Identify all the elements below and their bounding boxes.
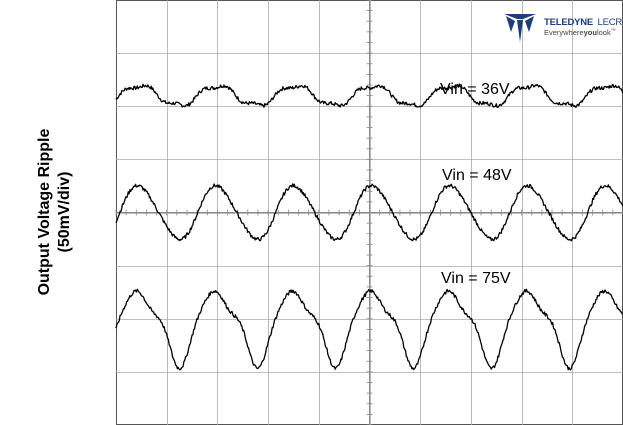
trace-48v [115,183,623,242]
traces [115,83,623,371]
logo-tagline-part3: look [597,28,611,37]
logo-tagline-part1: Everywhere [544,28,584,37]
logo-tagline-part2: you [584,28,598,37]
teledyne-logo-icon [504,14,536,42]
trace-36v [115,83,623,109]
logo-tagline-mark: ™ [611,28,616,34]
plot-grid [115,0,623,425]
trace-75v [115,288,623,371]
trace-label-36v-text: Vin = 36V [440,81,510,98]
trace-label-75v: Vin = 75V [441,270,511,287]
teledyne-lecroy-logo: TELEDYNE LECROY Everywhereyoulook™ [504,14,623,42]
trace-label-75v-text: Vin = 75V [441,270,511,287]
trace-label-36v: Vin = 36V [440,81,510,98]
logo-brand-part1: TELEDYNE [544,17,593,28]
logo-brand-part2: LECROY [598,17,623,28]
svg-text:Everywhereyoulook™: Everywhereyoulook™ [544,28,616,37]
trace-label-48v: Vin = 48V [442,167,512,184]
trace-label-48v-text: Vin = 48V [442,167,512,184]
svg-text:TELEDYNE LECROY: TELEDYNE LECROY [544,17,623,28]
